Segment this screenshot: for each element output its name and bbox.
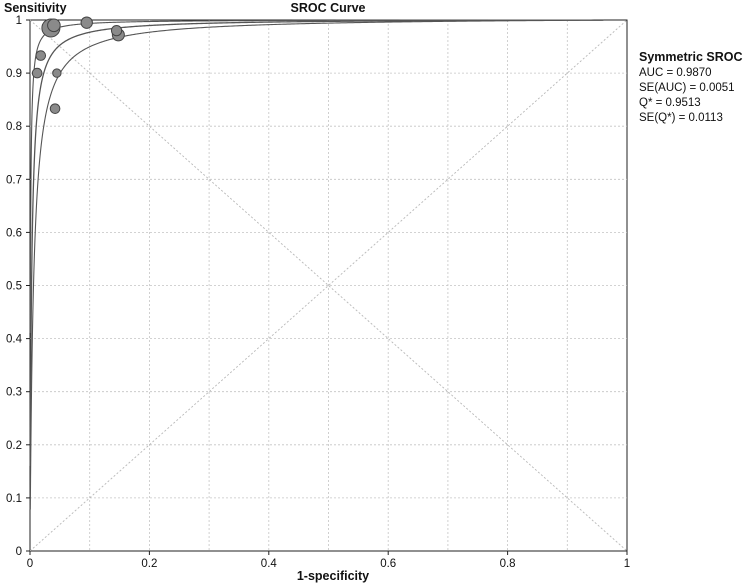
- study-point: [110, 25, 123, 37]
- study-point: [35, 50, 47, 61]
- y-tick-label: 0.1: [6, 493, 22, 505]
- study-point: [49, 103, 61, 114]
- x-tick-label: 0: [27, 558, 33, 570]
- y-tick-label: 0.3: [6, 387, 22, 399]
- y-tick-label: 0.7: [6, 174, 22, 186]
- chart-title: SROC Curve: [290, 1, 365, 15]
- x-tick-label: 0.6: [380, 558, 396, 570]
- stat-se-q-star: SE(Q*) = 0.0113: [639, 112, 723, 124]
- y-tick-label: 0: [16, 546, 22, 558]
- study-points: [31, 16, 125, 114]
- y-tick-label: 0.5: [6, 281, 22, 293]
- x-tick-label: 0.4: [261, 558, 278, 570]
- sroc-confidence-curve: [29, 19, 604, 510]
- y-tick-label: 1: [16, 15, 22, 27]
- anti-diagonal: [29, 19, 628, 552]
- y-tick-label: 0.6: [6, 227, 22, 239]
- y-ticks: 0 0.1 0.2 0.3 0.4 0.5 0.6 0.7 0.8 0.9 1: [6, 15, 30, 558]
- x-tick-label: 0.8: [500, 558, 516, 570]
- y-tick-label: 0.2: [6, 440, 22, 452]
- study-point: [31, 67, 43, 79]
- study-point: [52, 68, 62, 78]
- x-axis-label: 1-specificity: [297, 569, 369, 583]
- y-tick-label: 0.4: [6, 334, 23, 346]
- sroc-stats-legend: Symmetric SROC AUC = 0.9870 SE(AUC) = 0.…: [639, 50, 743, 124]
- study-point: [80, 16, 93, 29]
- x-ticks: 0 0.2 0.4 0.6 0.8 1: [27, 551, 630, 570]
- grid: [30, 20, 627, 551]
- chance-diagonal: [29, 19, 628, 552]
- sroc-curves: [29, 19, 604, 510]
- y-tick-label: 0.8: [6, 121, 22, 133]
- study-point: [47, 18, 61, 33]
- x-tick-label: 1: [624, 558, 630, 570]
- y-tick-label: 0.9: [6, 68, 22, 80]
- stat-q-star: Q* = 0.9513: [639, 97, 701, 109]
- x-tick-label: 0.2: [141, 558, 157, 570]
- sroc-confidence-curve: [29, 19, 604, 333]
- y-axis-label: Sensitivity: [4, 1, 67, 15]
- sroc-curve: [29, 19, 604, 466]
- diagonals: [29, 19, 628, 552]
- stat-se-auc: SE(AUC) = 0.0051: [639, 82, 735, 94]
- stat-auc: AUC = 0.9870: [639, 67, 712, 79]
- legend-title: Symmetric SROC: [639, 50, 743, 64]
